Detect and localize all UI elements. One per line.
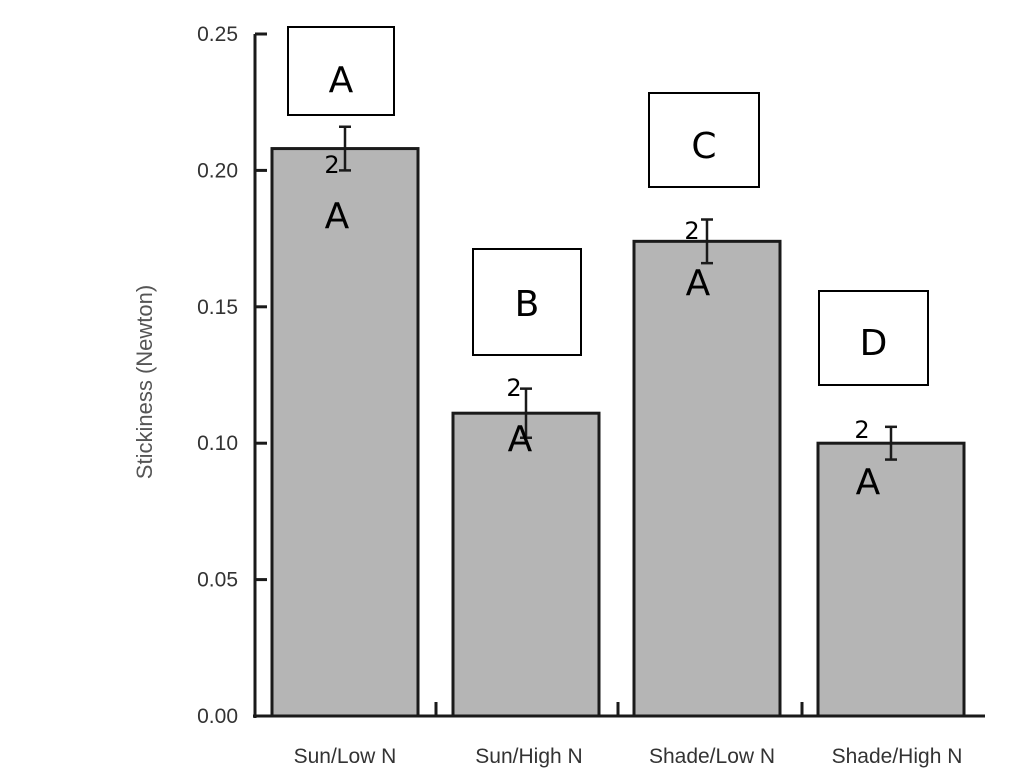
annotation-box-a: A xyxy=(287,26,395,116)
bar-superscript: 2 xyxy=(506,374,521,402)
annotation-box-d: D xyxy=(818,290,929,386)
error-bars-layer xyxy=(339,125,897,461)
error-bar-2 xyxy=(520,387,532,439)
ticks-layer: 0.00 0.05 0.10 0.15 0.20 0.25 Sun/Low N Sun/Hig… xyxy=(197,23,962,768)
x-category-label: Shade/Low N xyxy=(649,745,775,768)
y-tick-label: 0.00 xyxy=(197,705,238,728)
annotation-box-label: C xyxy=(691,126,716,167)
bar-4 xyxy=(816,441,966,718)
y-tick-label: 0.25 xyxy=(197,23,238,46)
y-axis-title: Stickiness (Newton) xyxy=(132,285,157,479)
y-tick-label: 0.05 xyxy=(197,569,238,592)
bar-letter: A xyxy=(856,462,881,503)
bar-superscript: 2 xyxy=(684,217,699,245)
x-category-label: Sun/High N xyxy=(475,745,582,768)
x-category-label: Sun/Low N xyxy=(294,745,397,768)
annotation-box-frame xyxy=(818,290,929,386)
annotation-box-label: B xyxy=(515,284,540,325)
annotation-box-frame xyxy=(472,248,582,356)
y-tick-label: 0.15 xyxy=(197,296,238,319)
y-tick-label: 0.20 xyxy=(197,159,238,182)
y-tick-label: 0.10 xyxy=(197,432,238,455)
error-bar-4 xyxy=(885,425,897,461)
bar-letter: A xyxy=(686,263,711,304)
bar-superscript: 2 xyxy=(324,151,339,179)
error-bar-1 xyxy=(339,125,351,172)
error-bar-3 xyxy=(701,218,713,265)
bar-letter: A xyxy=(508,419,533,460)
bar-3 xyxy=(632,239,782,718)
bar-2 xyxy=(451,411,601,718)
annotation-box-frame xyxy=(287,26,395,116)
annotation-box-c: C xyxy=(648,92,760,188)
annotation-box-label: D xyxy=(860,323,888,364)
annotation-box-frame xyxy=(648,92,760,188)
bar-1 xyxy=(270,147,420,718)
annotation-box-label: A xyxy=(329,60,354,101)
x-category-label: Shade/High N xyxy=(832,745,963,768)
annotations-layer: A B C D 2 A 2 A 2 A 2 A xyxy=(287,26,929,503)
bar-letter: A xyxy=(325,196,350,237)
bar-superscript: 2 xyxy=(854,416,869,444)
annotation-box-b: B xyxy=(472,248,582,356)
